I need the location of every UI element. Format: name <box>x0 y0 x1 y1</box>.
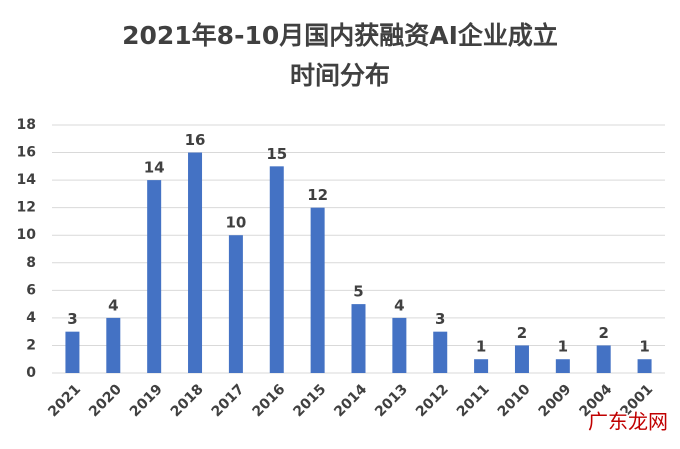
value-label: 10 <box>225 214 246 232</box>
bar <box>228 235 243 373</box>
value-label: 2 <box>517 324 527 342</box>
value-label: 16 <box>185 131 206 149</box>
bar <box>65 331 80 373</box>
value-label: 2 <box>598 324 608 342</box>
x-tick-label: 2012 <box>413 381 452 420</box>
y-tick-label: 18 <box>17 117 36 133</box>
x-tick-label: 2015 <box>290 381 329 420</box>
x-tick-label: 2016 <box>250 381 289 420</box>
value-label: 5 <box>353 283 363 301</box>
bar <box>147 180 162 373</box>
x-tick-label: 2009 <box>536 381 575 420</box>
bar <box>514 345 529 373</box>
bar <box>310 207 325 373</box>
y-tick-label: 8 <box>26 255 36 271</box>
value-label: 12 <box>307 186 328 204</box>
value-label: 3 <box>67 310 77 328</box>
bar <box>188 152 203 373</box>
bar <box>596 345 611 373</box>
x-tick-label: 2013 <box>372 381 411 420</box>
x-tick-label: 2010 <box>495 381 534 420</box>
bar <box>351 304 366 373</box>
x-tick-label: 2018 <box>168 381 207 420</box>
bar <box>474 359 489 373</box>
y-tick-label: 10 <box>17 227 37 243</box>
x-tick-label: 2014 <box>331 381 370 420</box>
bar <box>392 317 407 373</box>
x-tick-label: 2020 <box>86 381 125 420</box>
value-label: 3 <box>435 310 445 328</box>
value-label: 14 <box>144 159 165 177</box>
watermark: 广东龙网 <box>588 410 668 434</box>
bar <box>433 331 448 373</box>
y-tick-label: 6 <box>26 282 36 298</box>
bar <box>555 359 570 373</box>
y-tick-label: 4 <box>26 310 36 326</box>
x-tick-label: 2019 <box>127 381 166 420</box>
value-label: 4 <box>394 296 404 314</box>
value-label: 1 <box>639 338 649 356</box>
bar <box>637 359 652 373</box>
y-tick-label: 2 <box>26 337 36 353</box>
bar <box>269 166 284 373</box>
chart-title: 时间分布 <box>290 61 390 90</box>
bar <box>106 317 121 373</box>
value-label: 4 <box>108 296 118 314</box>
value-label: 1 <box>558 338 568 356</box>
y-tick-label: 16 <box>17 145 36 161</box>
value-label: 15 <box>266 145 287 163</box>
y-tick-label: 12 <box>17 200 36 216</box>
y-tick-label: 14 <box>17 172 37 188</box>
value-label: 1 <box>476 338 486 356</box>
x-tick-label: 2021 <box>45 381 84 420</box>
chart-title: 2021年8-10月国内获融资AI企业成立 <box>122 21 558 50</box>
y-tick-label: 0 <box>26 365 36 381</box>
x-tick-label: 2011 <box>454 381 493 420</box>
x-tick-label: 2017 <box>209 381 248 420</box>
